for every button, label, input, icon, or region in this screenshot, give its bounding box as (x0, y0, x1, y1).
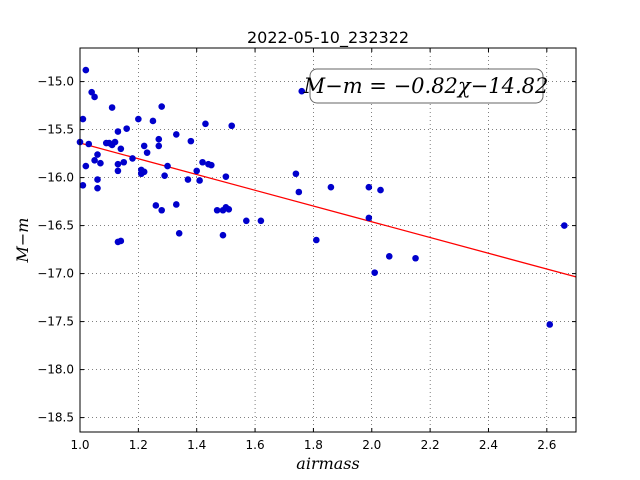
data-point (385, 253, 393, 260)
data-point (152, 202, 160, 209)
y-axis-label: M−m (13, 218, 32, 264)
data-point (175, 229, 183, 237)
y-axis-ticks: −15.0 −15.5 −16.0 −16.5 −17.0 −17.5 −18.0 −18.5 (37, 75, 576, 425)
data-point (199, 158, 206, 166)
data-point (114, 167, 122, 175)
data-point (79, 181, 87, 189)
data-point (225, 205, 233, 213)
data-points (76, 66, 568, 328)
data-point (377, 186, 384, 194)
x-tick-label: 1.2 (129, 438, 148, 452)
y-tick-label: −16.0 (37, 171, 74, 185)
data-point (123, 125, 130, 132)
data-point (111, 138, 119, 146)
plot-frame (79, 47, 577, 433)
data-point (149, 117, 157, 125)
data-point (172, 131, 180, 138)
data-point (140, 168, 148, 176)
data-point (158, 103, 165, 110)
x-tick-label: 2.2 (421, 438, 440, 452)
data-point (561, 222, 568, 229)
data-point (108, 104, 116, 111)
data-point (120, 158, 128, 166)
x-tick-label: 1.6 (246, 438, 265, 452)
data-point (135, 115, 142, 123)
fit-line (79, 142, 577, 278)
data-point (196, 177, 203, 184)
data-point (298, 87, 306, 95)
data-point (371, 269, 378, 276)
data-point (82, 66, 90, 74)
y-tick-label: −18.0 (37, 363, 74, 377)
data-point (129, 155, 136, 162)
data-point (257, 217, 265, 225)
y-tick-label: −17.0 (37, 267, 74, 281)
data-point (94, 184, 101, 192)
x-axis-ticks: 1.0 1.2 1.4 1.6 1.8 2.0 2.2 2.4 2.6 (70, 48, 556, 452)
annotation-box: M−m = −0.82χ−14.82 (303, 68, 549, 104)
data-point (213, 206, 221, 214)
x-tick-label: 2.0 (362, 438, 381, 452)
data-point (546, 321, 554, 328)
data-point (91, 93, 98, 101)
data-point (164, 162, 171, 170)
data-point (228, 122, 236, 130)
data-point (155, 135, 163, 143)
data-point (117, 145, 125, 153)
data-point (412, 254, 419, 262)
data-point (172, 201, 180, 208)
data-point (365, 214, 373, 222)
data-point (202, 120, 209, 128)
data-point (94, 176, 101, 183)
data-point (97, 159, 104, 167)
x-tick-label: 1.0 (70, 438, 89, 452)
chart-title: 2022-05-10_232322 (247, 28, 409, 48)
data-point (155, 142, 163, 150)
data-point (222, 173, 230, 180)
data-point (88, 88, 95, 96)
data-point (143, 149, 151, 156)
y-tick-label: −15.5 (37, 123, 74, 137)
data-point (85, 140, 93, 148)
data-point (365, 183, 373, 191)
grid (79, 48, 576, 432)
data-point (114, 160, 122, 168)
y-tick-label: −18.5 (37, 411, 74, 425)
data-point (94, 151, 101, 158)
data-point (295, 188, 303, 196)
x-axis-label: airmass (296, 454, 359, 473)
x-tick-label: 2.6 (537, 438, 556, 452)
annotation-frame (309, 68, 544, 104)
data-point (82, 162, 90, 170)
data-point (158, 206, 165, 214)
data-point (184, 176, 192, 183)
x-tick-label: 1.8 (304, 438, 323, 452)
data-point (313, 236, 320, 244)
data-point (161, 172, 168, 179)
fit-equation: M−m = −0.82χ−14.82 (303, 74, 549, 98)
data-point (243, 217, 250, 225)
data-point (327, 183, 335, 191)
fit-line-layer (79, 142, 577, 278)
x-tick-label: 1.4 (187, 438, 206, 452)
data-point (207, 161, 215, 169)
data-point (79, 115, 87, 123)
data-point (187, 137, 195, 145)
y-tick-label: −17.5 (37, 315, 74, 329)
data-point (114, 128, 122, 135)
y-tick-label: −15.0 (37, 75, 74, 89)
data-point (91, 157, 98, 164)
data-point (193, 167, 201, 175)
y-tick-label: −16.5 (37, 219, 74, 233)
data-point (140, 142, 148, 150)
data-point (117, 237, 125, 245)
x-tick-label: 2.4 (479, 438, 498, 452)
data-point (219, 231, 227, 239)
data-point (292, 170, 300, 178)
